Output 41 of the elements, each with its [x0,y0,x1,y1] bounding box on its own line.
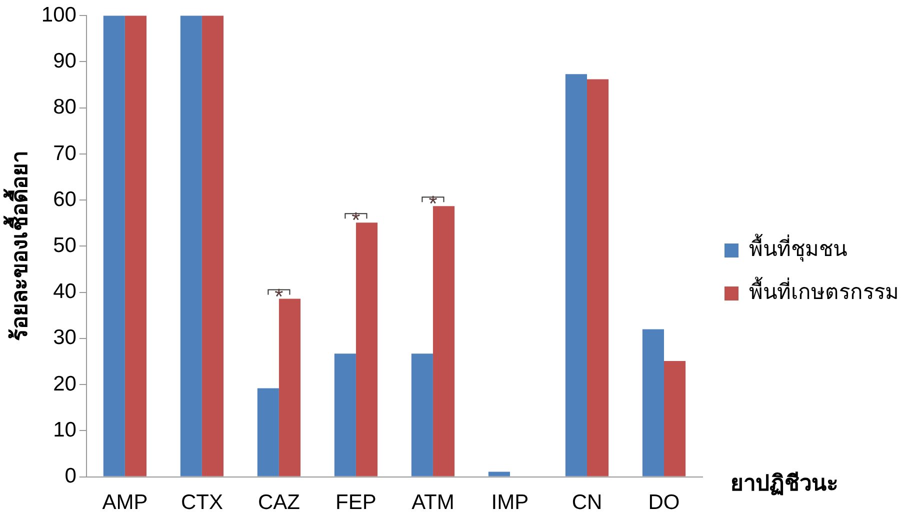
bar [103,16,125,476]
y-tick-label: 60 [53,188,76,211]
y-tick-label: 10 [53,418,76,442]
bar [356,222,378,476]
bar [278,298,301,476]
y-tick-label: 20 [53,372,76,396]
y-tick-label: 50 [53,234,76,257]
bar [642,329,664,476]
bar [565,74,587,476]
y-tick-label: 40 [53,280,76,304]
bar [411,354,433,476]
x-tick-label: CN [572,491,602,514]
x-tick-label: FEP [336,491,376,514]
x-tick-label: CTX [180,491,223,514]
bar [124,16,147,476]
bar [202,16,224,476]
y-tick-label: 30 [53,326,76,350]
x-tick-label: IMP [491,491,529,514]
bar [488,472,510,476]
y-tick-label: 100 [41,3,76,26]
y-tick-label: 70 [53,142,76,165]
x-axis-title: ยาปฏิชีวนะ [730,472,838,497]
annotation: * [428,191,438,216]
y-tick-label: 80 [53,96,76,119]
x-tick-label: DO [648,491,680,514]
annotation: * [274,284,284,309]
bar [180,16,202,476]
annotation: * [352,208,361,233]
bar [432,206,455,476]
x-tick-label: ATM [412,491,454,514]
x-tick-label: AMP [102,491,148,514]
y-tick-label: 0 [64,464,76,488]
legend-label: พื้นที่เกษตรกรรม [749,276,899,304]
legend-label: พื้นที่ชุมชน [749,234,847,262]
bar [334,354,356,476]
y-tick-label: 90 [53,50,76,73]
y-axis-title: ร้อยละของเชื้อดื้อยา [2,151,33,342]
x-tick-label: CAZ [258,491,300,514]
bar [664,361,686,476]
bar [586,79,609,476]
bar [257,388,279,476]
